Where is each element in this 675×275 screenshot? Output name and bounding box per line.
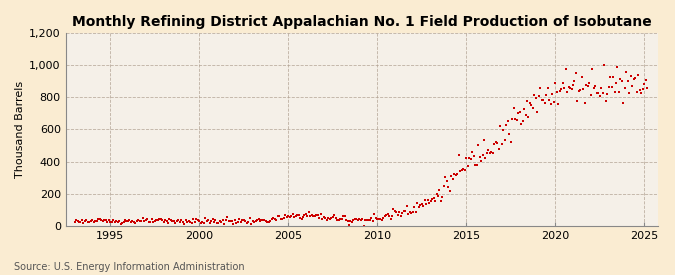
Text: Source: U.S. Energy Information Administration: Source: U.S. Energy Information Administ…	[14, 262, 244, 272]
Y-axis label: Thousand Barrels: Thousand Barrels	[15, 81, 25, 178]
Title: Monthly Refining District Appalachian No. 1 Field Production of Isobutane: Monthly Refining District Appalachian No…	[72, 15, 652, 29]
